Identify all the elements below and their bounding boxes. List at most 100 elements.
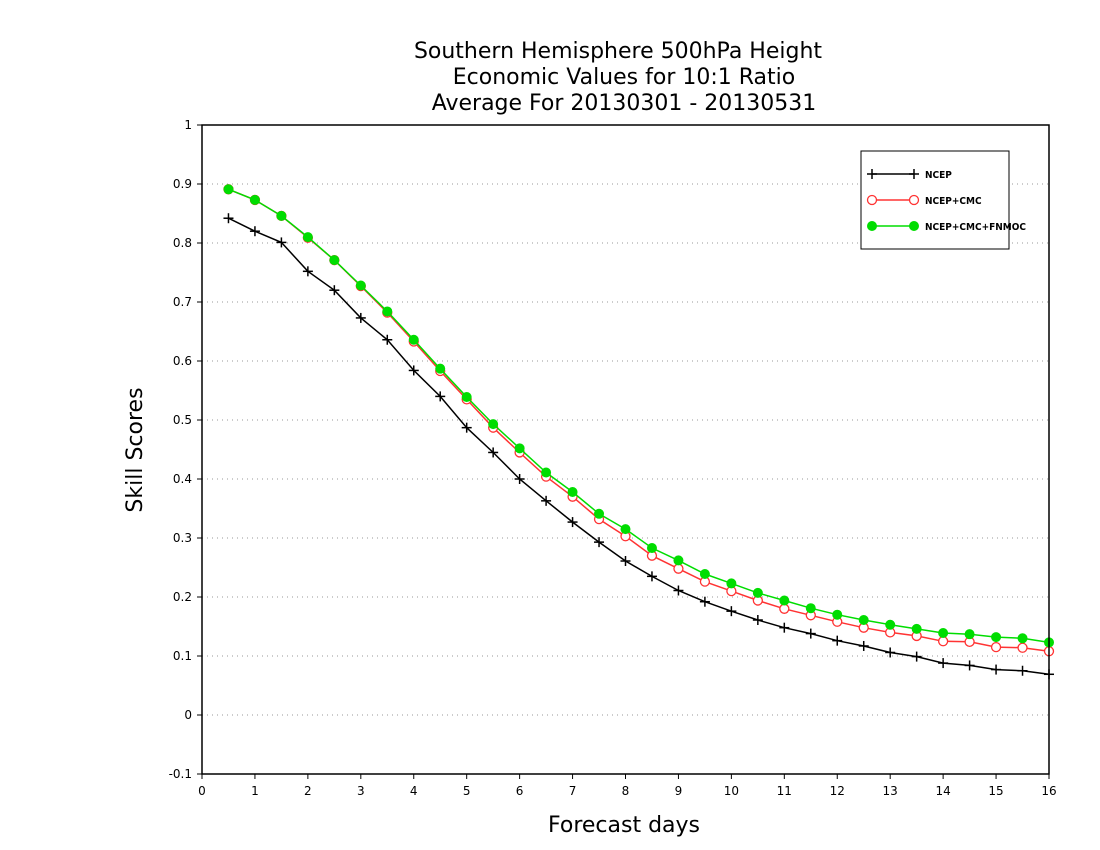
data-point (964, 629, 975, 640)
y-tick-label: -0.1 (169, 767, 192, 781)
series-layer (223, 184, 1055, 680)
x-tick-label: 4 (410, 784, 418, 798)
data-point (991, 632, 1002, 643)
x-tick-label: 15 (988, 784, 1003, 798)
x-tick-label: 3 (357, 784, 365, 798)
data-point (514, 443, 525, 454)
data-point (911, 651, 922, 662)
data-point (594, 508, 605, 519)
legend-label: NCEP+CMC (925, 196, 982, 207)
data-point (937, 636, 949, 647)
x-tick-label: 16 (1041, 784, 1056, 798)
data-point (991, 664, 1002, 675)
y-tick-label: 0.4 (173, 472, 192, 486)
data-point (435, 363, 446, 374)
x-tick-label: 10 (724, 784, 739, 798)
data-point (488, 419, 499, 430)
data-point (382, 306, 393, 317)
legend-marker (867, 221, 877, 231)
data-point (249, 226, 260, 237)
x-tick-label: 8 (622, 784, 630, 798)
data-point (805, 603, 816, 614)
data-point (223, 213, 234, 224)
data-point (1017, 665, 1028, 676)
data-point (329, 285, 340, 296)
data-point (779, 622, 790, 633)
data-point (938, 627, 949, 638)
series-line (228, 188, 1050, 644)
y-tick-label: 0.1 (173, 649, 192, 663)
x-tick-label: 12 (830, 784, 845, 798)
data-point (620, 556, 631, 567)
data-point (699, 568, 710, 579)
x-tick-label: 5 (463, 784, 471, 798)
data-point (276, 210, 287, 221)
data-point (858, 640, 869, 651)
legend-item: NCEP (867, 169, 952, 181)
data-point (858, 615, 869, 626)
data-point (620, 524, 631, 535)
data-point (249, 194, 260, 205)
legend-marker (908, 194, 920, 206)
series-ncep-cmc (223, 184, 1055, 657)
x-tick-label: 7 (569, 784, 577, 798)
data-point (752, 615, 763, 626)
data-point (594, 537, 605, 548)
data-point (461, 422, 472, 433)
title-line-1: Southern Hemisphere 500hPa Height (414, 39, 822, 64)
legend-label: NCEP+CMC+FNMOC (925, 222, 1026, 233)
y-tick-label: 0.6 (173, 354, 192, 368)
legend-item: NCEP+CMC (866, 194, 982, 207)
series-ncep (223, 213, 1054, 680)
data-point (646, 571, 657, 582)
data-point (461, 391, 472, 402)
data-point (673, 585, 684, 596)
data-point (964, 660, 975, 671)
legend-item: NCEP+CMC+FNMOC (867, 221, 1026, 233)
series-ncep-cmc-fnmoc (223, 184, 1054, 648)
data-point (302, 266, 313, 277)
series-line (228, 217, 1050, 676)
data-point (779, 603, 790, 614)
data-point (1017, 642, 1028, 653)
data-point (1017, 633, 1028, 644)
data-point (779, 595, 790, 606)
legend-marker (867, 169, 877, 179)
data-point (673, 555, 684, 566)
x-tick-label: 9 (675, 784, 683, 798)
y-tick-label: 0.3 (173, 531, 192, 545)
chart-title: Southern Hemisphere 500hPa Height Econom… (414, 39, 822, 116)
data-point (541, 467, 552, 478)
legend-marker (866, 194, 878, 206)
data-point (408, 365, 419, 376)
y-tick-label: 0 (184, 708, 192, 722)
data-point (488, 447, 499, 458)
data-point (752, 587, 763, 598)
x-tick-label: 0 (198, 784, 206, 798)
y-tick-label: 0.5 (173, 413, 192, 427)
x-tick-label: 2 (304, 784, 312, 798)
data-point (408, 334, 419, 345)
y-tick-label: 0.7 (173, 295, 192, 309)
data-point (646, 543, 657, 554)
data-point (567, 486, 578, 497)
data-point (673, 563, 684, 574)
gridlines (202, 183, 1049, 716)
title-line-3: Average For 20130301 - 20130531 (432, 91, 817, 116)
y-tick-label: 1 (184, 118, 192, 132)
data-point (302, 232, 313, 243)
data-point (223, 184, 234, 195)
data-point (726, 578, 737, 589)
y-axis: -0.1 0 0.1 0.2 0.3 0.4 0.5 0.6 0.7 0.8 0.9 1 (169, 118, 202, 781)
data-point (276, 237, 287, 248)
y-tick-label: 0.8 (173, 236, 192, 250)
data-point (990, 642, 1002, 653)
legend: NCEP NCEP+CMC NCEP+CMC+FNMOC (860, 150, 1026, 250)
series-line (228, 188, 1050, 653)
data-point (726, 606, 737, 617)
title-line-2: Economic Values for 10:1 Ratio (453, 65, 795, 90)
legend-marker (909, 169, 919, 179)
data-point (329, 255, 340, 266)
data-point (699, 596, 710, 607)
x-axis-label: Forecast days (548, 813, 700, 838)
